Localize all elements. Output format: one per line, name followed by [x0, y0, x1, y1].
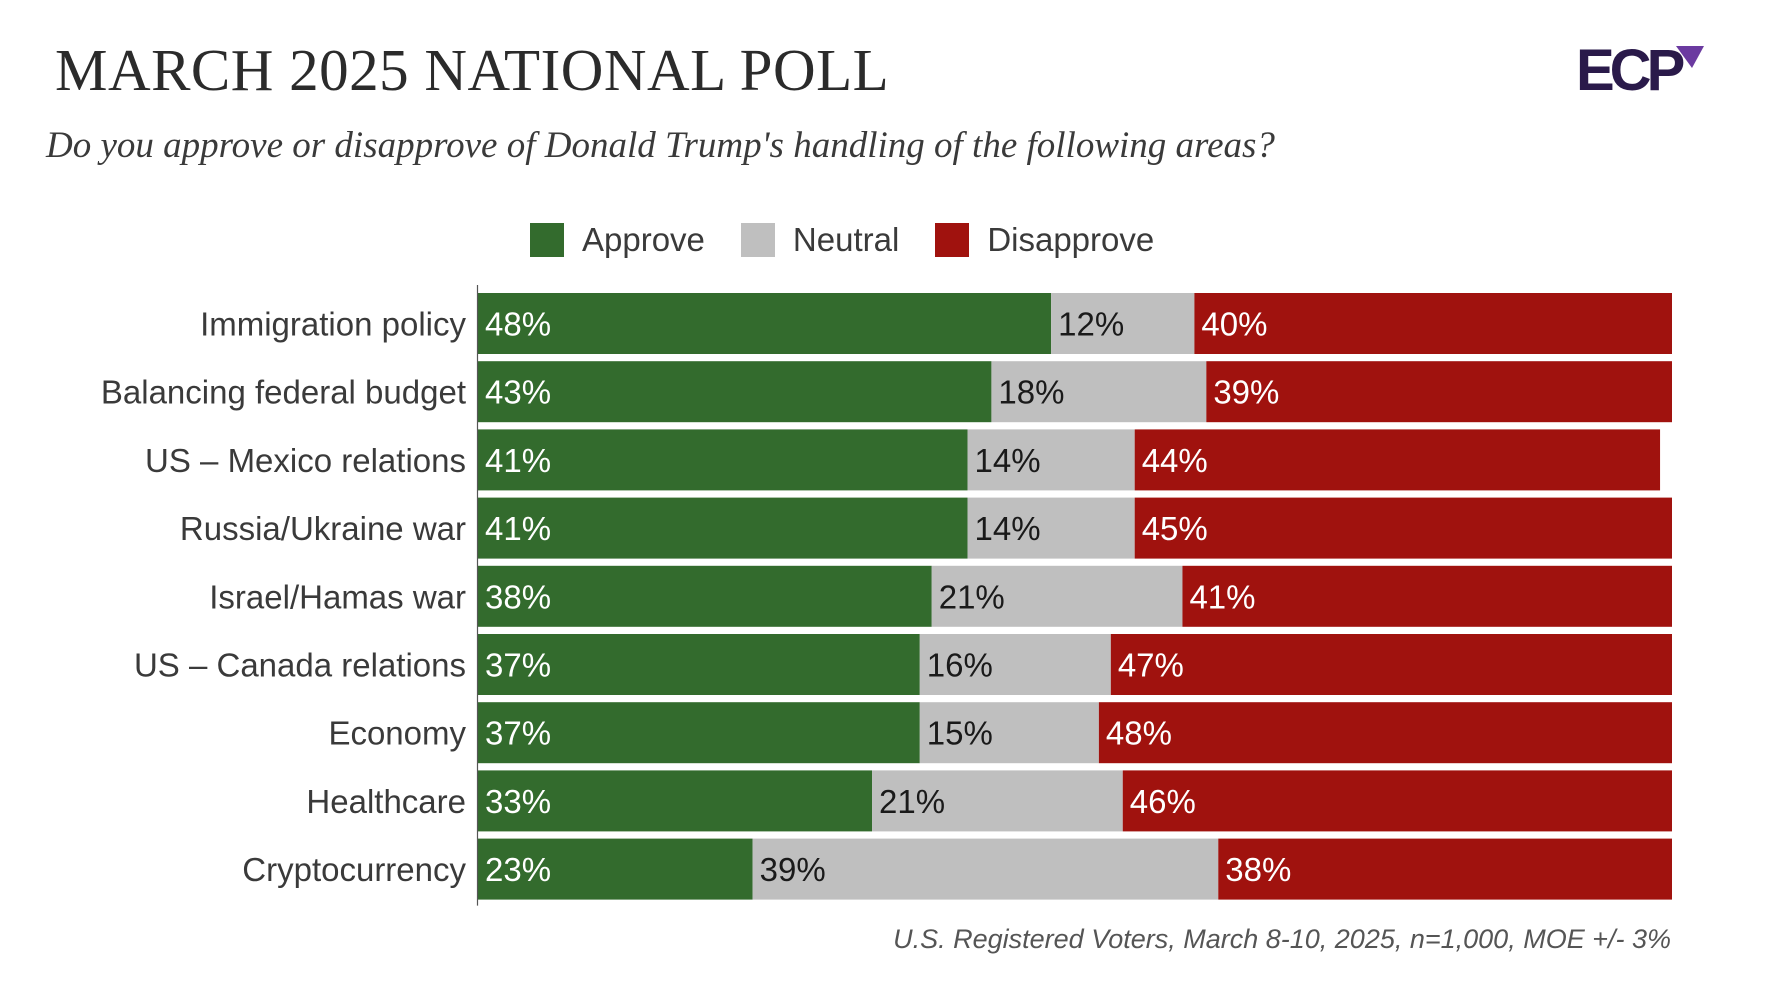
bar-neutral-immigration-policy — [1051, 293, 1195, 354]
data-label-approve-healthcare: 33% — [485, 783, 551, 820]
data-label-disapprove-us-mexico-relations: 44% — [1142, 442, 1208, 479]
legend-item-neutral: Neutral — [740, 221, 900, 259]
bar-neutral-russia-ukraine-war — [967, 497, 1135, 559]
logo-check-mark — [1676, 46, 1704, 68]
data-label-neutral-us-mexico-relations: 14% — [975, 442, 1041, 479]
bar-neutral-cryptocurrency — [752, 838, 1219, 900]
data-label-disapprove-economy: 48% — [1106, 715, 1172, 752]
data-label-neutral-israel-hamas-war: 21% — [939, 578, 1005, 615]
data-label-neutral-immigration-policy: 12% — [1058, 306, 1124, 343]
data-label-neutral-cryptocurrency: 39% — [760, 851, 826, 888]
legend-item-approve: Approve — [530, 221, 705, 259]
bar-approve-us-canada-relations — [478, 634, 920, 695]
bar-approve-economy — [478, 702, 920, 764]
legend: Approve Neutral Disapprove — [530, 215, 1190, 265]
bar-neutral-healthcare — [872, 770, 1123, 832]
bar-neutral-us-canada-relations — [919, 634, 1111, 695]
legend-label-disapprove: Disapprove — [987, 221, 1155, 258]
data-label-disapprove-balancing-federal-budget: 39% — [1213, 374, 1279, 411]
category-label-cryptocurrency: Cryptocurrency — [242, 851, 466, 888]
data-label-disapprove-healthcare: 46% — [1130, 783, 1196, 820]
category-label-healthcare: Healthcare — [306, 783, 466, 820]
bar-neutral-us-mexico-relations — [967, 429, 1135, 491]
data-label-neutral-russia-ukraine-war: 14% — [975, 510, 1041, 547]
chart-subtitle: Do you approve or disapprove of Donald T… — [46, 125, 1275, 166]
bar-disapprove-israel-hamas-war — [1182, 565, 1672, 627]
ecp-logo: ECP — [1576, 38, 1704, 98]
legend-label-approve: Approve — [582, 221, 705, 258]
data-label-disapprove-immigration-policy: 40% — [1201, 306, 1267, 343]
data-label-approve-russia-ukraine-war: 41% — [485, 510, 551, 547]
bar-disapprove-cryptocurrency — [1218, 838, 1672, 900]
category-label-immigration-policy: Immigration policy — [200, 306, 466, 343]
legend-label-neutral: Neutral — [792, 221, 900, 258]
data-label-approve-us-mexico-relations: 41% — [485, 442, 551, 479]
bar-approve-balancing-federal-budget — [478, 361, 992, 423]
legend-swatch-approve — [530, 223, 564, 257]
bar-disapprove-healthcare — [1122, 770, 1672, 832]
bar-approve-israel-hamas-war — [478, 565, 932, 627]
bar-disapprove-us-mexico-relations — [1134, 429, 1661, 491]
bar-approve-immigration-policy — [478, 293, 1052, 354]
data-label-approve-israel-hamas-war: 38% — [485, 578, 551, 615]
data-label-approve-balancing-federal-budget: 43% — [485, 374, 551, 411]
data-label-neutral-balancing-federal-budget: 18% — [998, 374, 1064, 411]
bar-neutral-israel-hamas-war — [931, 565, 1183, 627]
data-label-approve-cryptocurrency: 23% — [485, 851, 551, 888]
bar-approve-healthcare — [478, 770, 873, 832]
category-label-russia-ukraine-war: Russia/Ukraine war — [180, 510, 466, 547]
bar-disapprove-us-canada-relations — [1110, 634, 1672, 695]
data-label-approve-economy: 37% — [485, 715, 551, 752]
bar-disapprove-balancing-federal-budget — [1206, 361, 1672, 423]
data-label-approve-immigration-policy: 48% — [485, 306, 551, 343]
bar-neutral-balancing-federal-budget — [991, 361, 1207, 423]
category-label-israel-hamas-war: Israel/Hamas war — [209, 578, 466, 615]
data-label-neutral-economy: 15% — [927, 715, 993, 752]
data-label-disapprove-russia-ukraine-war: 45% — [1142, 510, 1208, 547]
chart-title: MARCH 2025 NATIONAL POLL — [55, 37, 890, 103]
data-label-neutral-healthcare: 21% — [879, 783, 945, 820]
bar-approve-russia-ukraine-war — [478, 497, 968, 559]
data-label-disapprove-cryptocurrency: 38% — [1225, 851, 1291, 888]
bar-approve-cryptocurrency — [478, 838, 753, 900]
data-label-approve-us-canada-relations: 37% — [485, 647, 551, 684]
data-label-disapprove-israel-hamas-war: 41% — [1189, 578, 1255, 615]
bar-approve-us-mexico-relations — [478, 429, 968, 491]
category-label-economy: Economy — [328, 715, 466, 752]
data-label-neutral-us-canada-relations: 16% — [927, 647, 993, 684]
bar-neutral-economy — [919, 702, 1099, 764]
data-label-disapprove-us-canada-relations: 47% — [1118, 647, 1184, 684]
bar-disapprove-immigration-policy — [1194, 293, 1672, 354]
category-label-us-mexico-relations: US – Mexico relations — [145, 442, 466, 479]
category-label-us-canada-relations: US – Canada relations — [134, 647, 466, 684]
logo-text: ECP — [1576, 38, 1684, 98]
source-note: U.S. Registered Voters, March 8-10, 2025… — [893, 924, 1671, 954]
bar-disapprove-russia-ukraine-war — [1134, 497, 1672, 559]
legend-swatch-disapprove — [935, 223, 970, 257]
legend-swatch-neutral — [740, 223, 775, 257]
legend-item-disapprove: Disapprove — [935, 221, 1154, 259]
bar-disapprove-economy — [1098, 702, 1672, 764]
category-label-balancing-federal-budget: Balancing federal budget — [101, 374, 466, 411]
